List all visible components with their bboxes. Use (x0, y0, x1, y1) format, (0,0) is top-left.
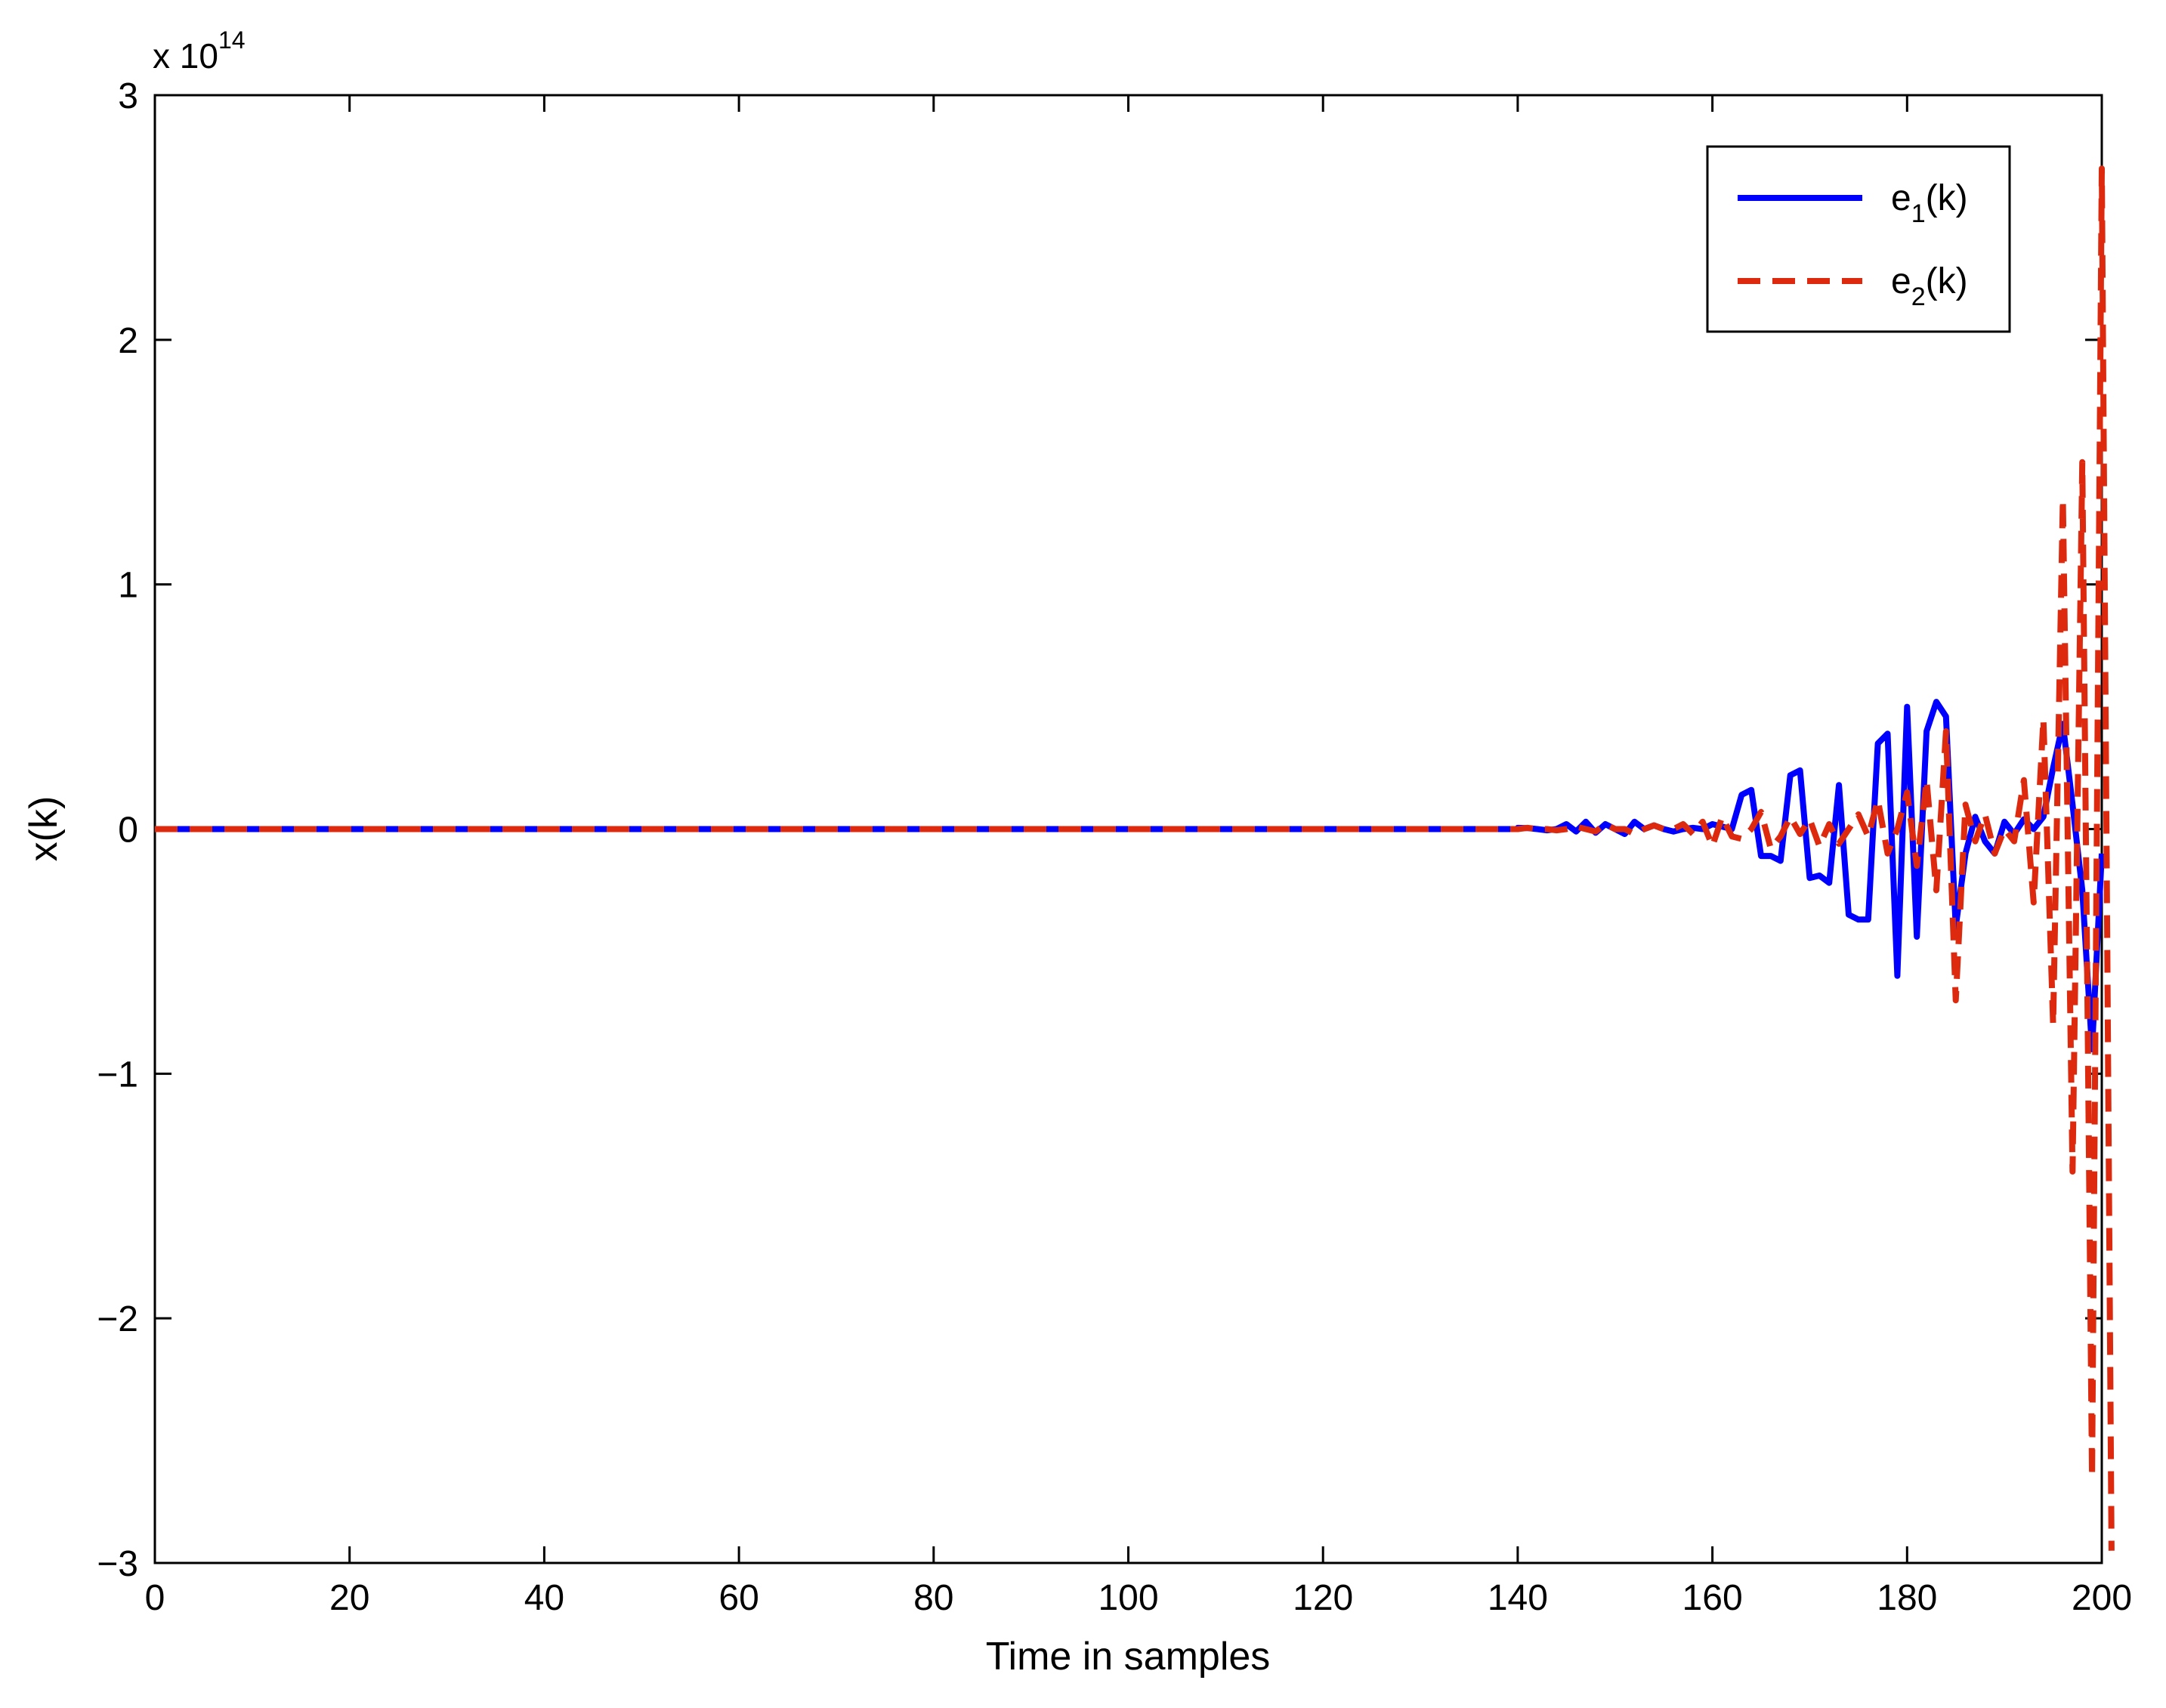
y-tick-label: −2 (97, 1299, 138, 1339)
x-axis-label: Time in samples (986, 1635, 1271, 1679)
y-tick-label: 2 (118, 321, 138, 361)
legend-label-e1: e1(k) (1891, 178, 1968, 228)
x-tick-label: 20 (329, 1578, 369, 1618)
x-tick-label: 80 (913, 1578, 953, 1618)
x-tick-label: 140 (1488, 1578, 1548, 1618)
legend-box (1706, 145, 2011, 333)
legend: e1(k) e2(k) (1706, 145, 2011, 333)
x-tick-label: 180 (1877, 1578, 1937, 1618)
x-tick-label: 40 (524, 1578, 564, 1618)
plot-lines (155, 165, 2115, 1551)
y-multiplier-label: x 1014 (153, 26, 246, 76)
y-tick-label: 0 (118, 811, 138, 851)
x-tick-label: 120 (1293, 1578, 1353, 1618)
y-tick-label: −3 (97, 1544, 138, 1584)
y-tick-label: 3 (118, 76, 138, 116)
series-line-e2k (155, 165, 2115, 1551)
x-tick-label: 100 (1098, 1578, 1158, 1618)
y-tick-label: −1 (97, 1055, 138, 1095)
x-tick-label: 0 (145, 1578, 165, 1618)
y-axis-label: x(k) (22, 796, 66, 862)
x-axis-ticks: 0 20 40 60 80 100 120 140 160 180 200 (145, 95, 2132, 1618)
x-tick-label: 160 (1682, 1578, 1743, 1618)
x-tick-label: 200 (2072, 1578, 2132, 1618)
legend-label-e2: e2(k) (1891, 261, 1968, 311)
x-tick-label: 60 (718, 1578, 759, 1618)
y-multiplier-exponent: 14 (218, 26, 246, 54)
y-tick-label: 1 (118, 566, 138, 606)
y-multiplier-base: x 10 (153, 36, 218, 76)
